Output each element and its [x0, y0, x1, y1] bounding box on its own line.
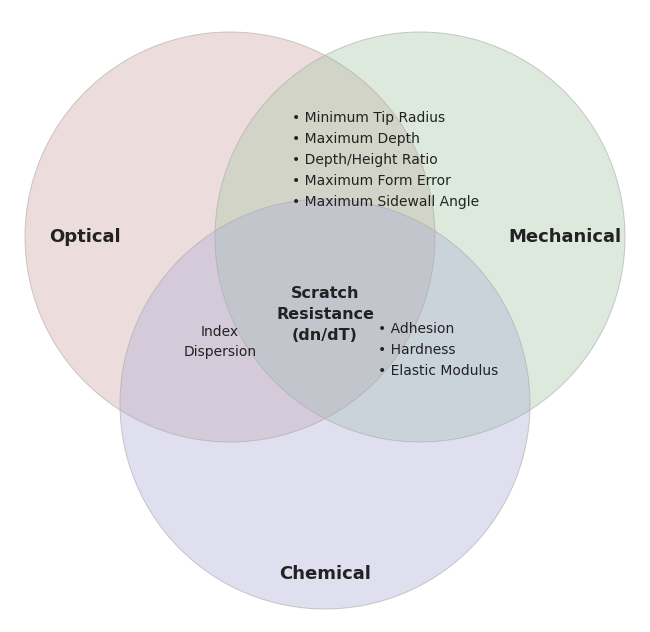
Text: Chemical: Chemical: [279, 565, 371, 583]
Circle shape: [215, 32, 625, 442]
Text: • Minimum Tip Radius
• Maximum Depth
• Depth/Height Ratio
• Maximum Form Error
•: • Minimum Tip Radius • Maximum Depth • D…: [292, 111, 479, 209]
Text: Mechanical: Mechanical: [508, 228, 621, 246]
Text: Scratch
Resistance
(dn/dT): Scratch Resistance (dn/dT): [276, 286, 374, 343]
Circle shape: [120, 199, 530, 609]
Text: Index
Dispersion: Index Dispersion: [183, 325, 257, 359]
Text: • Adhesion
• Hardness
• Elastic Modulus: • Adhesion • Hardness • Elastic Modulus: [378, 322, 499, 378]
Text: Optical: Optical: [49, 228, 121, 246]
Circle shape: [25, 32, 435, 442]
